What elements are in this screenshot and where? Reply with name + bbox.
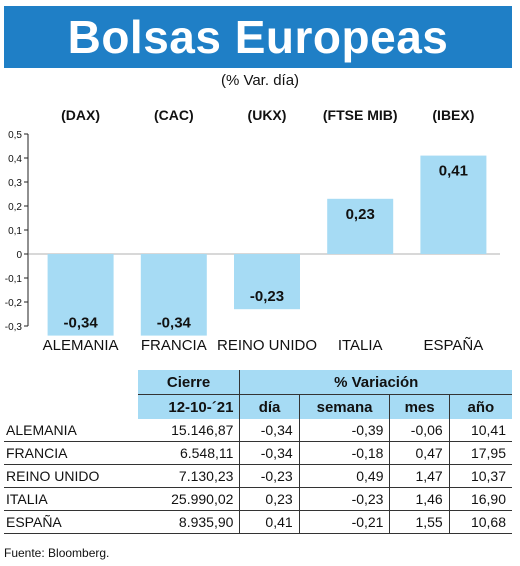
table-row: ALEMANIA 15.146,87 -0,34 -0,39 -0,06 10,… [4,419,512,442]
cell-ano: 10,68 [448,510,512,534]
cell-semana: -0,23 [298,487,390,511]
category-label: ITALIA [338,337,383,354]
y-tick-label: 0,2 [8,202,22,213]
cell-cierre: 8.935,90 [137,510,240,534]
title-banner: Bolsas Europeas [4,6,512,68]
index-label: (CAC) [154,107,194,123]
table-corner-2 [4,395,138,420]
data-label: -0,34 [63,315,98,332]
col-header-semana: semana [298,394,390,419]
col-header-cierre-date: 12-10-´21 [137,394,240,419]
table-row: REINO UNIDO 7.130,23 -0,23 0,49 1,47 10,… [4,464,512,488]
cell-mes: -0,06 [389,419,450,442]
table-row: FRANCIA 6.548,11 -0,34 -0,18 0,47 17,95 [4,441,512,465]
row-name: ESPAÑA [4,510,138,534]
cell-ano: 16,90 [448,487,512,511]
data-label: -0,34 [157,315,192,332]
cell-cierre: 15.146,87 [137,419,240,442]
cell-mes: 1,47 [389,464,450,488]
cell-mes: 1,55 [389,510,450,534]
cell-ano: 10,41 [448,419,512,442]
data-label: -0,23 [250,288,284,305]
page-title: Bolsas Europeas [67,11,449,63]
data-table: Cierre % Variación 12-10-´21 día semana … [4,370,512,534]
y-tick-label: -0,2 [5,298,23,309]
cell-ano: 17,95 [448,441,512,465]
cell-cierre: 7.130,23 [137,464,240,488]
category-label: ESPAÑA [424,337,484,354]
category-label: FRANCIA [141,337,207,354]
row-name: FRANCIA [4,441,138,465]
bar [420,155,487,254]
group-header-cierre: Cierre [137,370,240,395]
cell-cierre: 25.990,02 [137,487,240,511]
bar [47,254,114,336]
col-header-ano: año [448,394,512,419]
cell-cierre: 6.548,11 [137,441,240,465]
row-name: REINO UNIDO [4,464,138,488]
data-label: 0,23 [346,206,375,223]
y-tick-label: 0 [16,250,22,261]
cell-mes: 0,47 [389,441,450,465]
source-note: Fuente: Bloomberg. [4,546,110,560]
cell-ano: 10,37 [448,464,512,488]
cell-dia: -0,23 [239,464,300,488]
category-label: ALEMANIA [43,337,119,354]
table-row: ITALIA 25.990,02 0,23 -0,23 1,46 16,90 [4,487,512,511]
y-tick-label: 0,5 [8,130,22,141]
cell-dia: 0,23 [239,487,300,511]
cell-dia: 0,41 [239,510,300,534]
chart-subtitle: (% Var. día) [220,72,300,89]
bar [327,198,394,254]
index-label: (FTSE MIB) [323,107,398,123]
index-label: (UKX) [248,107,287,123]
bar [140,254,207,336]
cell-semana: -0,18 [298,441,390,465]
y-tick-label: 0,1 [8,226,22,237]
data-label: 0,41 [439,163,468,180]
cell-dia: -0,34 [239,419,300,442]
row-name: ITALIA [4,487,138,511]
group-header-variacion: % Variación [239,370,512,395]
cell-semana: 0,49 [298,464,390,488]
y-tick-label: 0,4 [8,154,22,165]
cell-semana: -0,21 [298,510,390,534]
y-tick-label: -0,1 [5,274,23,285]
col-header-dia: día [239,394,300,419]
cell-mes: 1,46 [389,487,450,511]
cell-dia: -0,34 [239,441,300,465]
category-label: REINO UNIDO [217,337,317,354]
index-label: (DAX) [61,107,100,123]
index-label: (IBEX) [432,107,474,123]
y-tick-label: -0,3 [5,322,23,333]
col-header-mes: mes [389,394,450,419]
y-tick-label: 0,3 [8,178,22,189]
bar [234,254,300,310]
table-corner [4,370,138,395]
bar-chart: 0,5 0,4 0,3 0,2 0,1 0 -0,1 -0,2 -0,3 (DAX) -0,34 AL… [5,107,500,354]
table-row: ESPAÑA 8.935,90 0,41 -0,21 1,55 10,68 [4,510,512,534]
row-name: ALEMANIA [4,419,138,442]
cell-semana: -0,39 [298,419,390,442]
